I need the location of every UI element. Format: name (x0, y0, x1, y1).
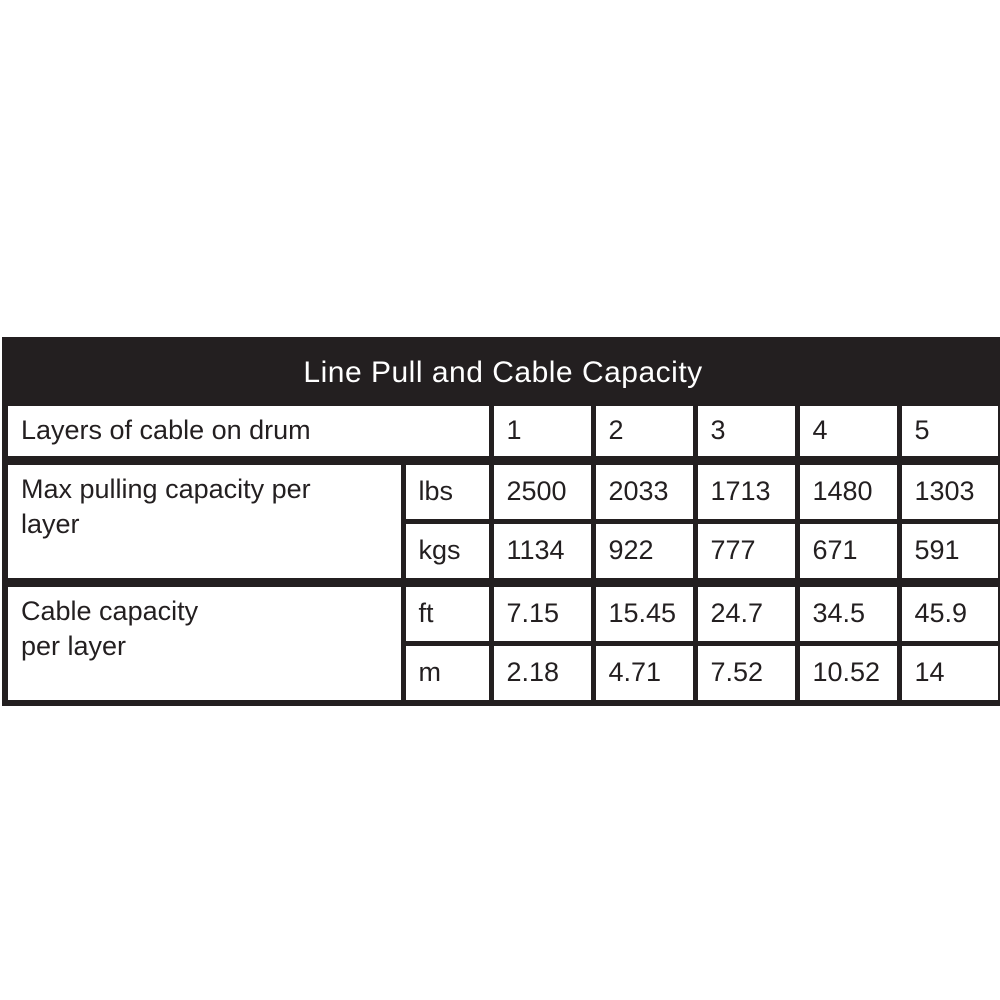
value-cell: 14 (896, 641, 1000, 706)
table-row-m: m 2.18 4.71 7.52 10.52 14 (5, 641, 1000, 706)
table-row-ft: Cable capacity per layer ft 7.15 15.45 2… (2, 578, 1000, 706)
value-cell: 7.15 (488, 578, 596, 646)
value-cell: 1303 (896, 456, 1000, 524)
value-cell: 1134 (488, 519, 596, 585)
spec-table: Line Pull and Cable Capacity Layers of c… (2, 337, 1000, 706)
unit-cell: m (400, 641, 494, 706)
group-label-cable-capacity: Cable capacity per layer (2, 578, 406, 706)
value-cell: 2.18 (488, 641, 596, 706)
value-cell: 922 (590, 519, 698, 585)
header-label-cell: Layers of cable on drum (2, 401, 494, 463)
value-cell: 1480 (794, 456, 902, 524)
layer-column-header: 3 (692, 401, 800, 463)
layer-column-header: 5 (896, 401, 1000, 463)
value-cell: 2033 (590, 456, 698, 524)
unit-cell: lbs (400, 456, 494, 524)
table-title: Line Pull and Cable Capacity (2, 337, 1000, 406)
value-cell: 671 (794, 519, 902, 585)
value-cell: 15.45 (590, 578, 698, 646)
value-cell: 777 (692, 519, 800, 585)
value-cell: 10.52 (794, 641, 902, 706)
layer-column-header: 4 (794, 401, 902, 463)
value-cell: 7.52 (692, 641, 800, 706)
value-cell: 591 (896, 519, 1000, 585)
header-row: Layers of cable on drum 1 2 3 4 5 (2, 401, 1000, 463)
value-cell: 34.5 (794, 578, 902, 646)
group-label-max-pulling-capacity: Max pulling capacity per layer (2, 456, 406, 585)
value-cell: 45.9 (896, 578, 1000, 646)
unit-cell: kgs (400, 519, 494, 585)
value-cell: 2500 (488, 456, 596, 524)
table-row-lbs: Max pulling capacity per layer lbs 2500 … (2, 456, 1000, 585)
value-cell: 1713 (692, 456, 800, 524)
table-row-kgs: kgs 1134 922 777 671 591 (5, 519, 1000, 585)
title-row: Line Pull and Cable Capacity (2, 337, 1000, 406)
layer-column-header: 2 (590, 401, 698, 463)
layer-column-header: 1 (488, 401, 596, 463)
line-pull-capacity-table: Line Pull and Cable Capacity Layers of c… (2, 337, 1000, 706)
unit-cell: ft (400, 578, 494, 646)
value-cell: 24.7 (692, 578, 800, 646)
value-cell: 4.71 (590, 641, 698, 706)
